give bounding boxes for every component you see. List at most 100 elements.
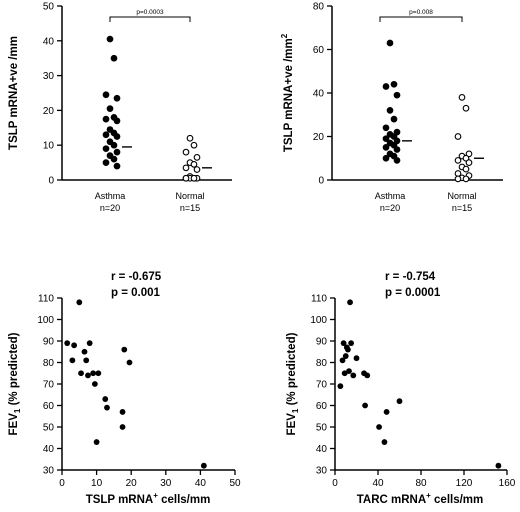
y-tick-label: 50: [43, 423, 55, 434]
correlation-p: p = 0.0001: [385, 287, 441, 299]
data-point: [121, 346, 128, 353]
y-tick-label: 110: [38, 294, 54, 305]
data-point: [348, 340, 355, 347]
data-point-normal: [190, 141, 198, 149]
category-label-normal: Normal: [447, 191, 476, 201]
category-label-normal: Normal: [175, 191, 204, 201]
y-axis-label-main: FEV: [8, 413, 20, 436]
data-point-asthma: [106, 35, 114, 43]
y-axis-label-tail: (% predicted): [8, 332, 20, 408]
data-point-asthma: [390, 141, 398, 149]
data-point-normal: [458, 93, 466, 101]
x-tick-label: 80: [415, 478, 427, 489]
data-point-normal: [462, 165, 470, 173]
data-point: [104, 404, 110, 411]
x-tick-label: 160: [499, 478, 516, 489]
data-point-asthma: [382, 83, 390, 90]
data-point-normal: [193, 166, 201, 173]
x-axis-label-tail: cells/mm: [431, 494, 483, 506]
y-axis-label-subscript: 1: [291, 408, 300, 413]
data-point-asthma: [110, 141, 118, 149]
y-tick-label: 10: [43, 141, 55, 152]
data-point-asthma: [390, 115, 398, 123]
x-axis-label-tail: cells/mm: [158, 494, 210, 506]
category-n-asthma: n=20: [100, 203, 120, 213]
y-tick-label: 30: [43, 466, 55, 477]
y-tick-label: 80: [43, 358, 55, 369]
y-tick-label: 40: [43, 444, 55, 455]
data-point-asthma: [102, 159, 110, 166]
y-axis-label-main: TSLP mRNA+ve /mm: [283, 38, 295, 152]
data-point-normal: [182, 164, 190, 172]
x-tick-label: 10: [91, 478, 103, 489]
data-point-asthma: [110, 155, 118, 163]
data-point-normal: [193, 154, 201, 161]
data-point-asthma: [113, 148, 121, 156]
y-tick-label: 80: [316, 358, 328, 369]
y-tick-label: 60: [313, 45, 325, 56]
data-point: [342, 353, 349, 359]
data-point-normal: [182, 148, 190, 156]
y-tick-label: 60: [43, 401, 55, 412]
x-tick-label: 40: [195, 478, 207, 489]
data-point-asthma: [390, 80, 398, 88]
data-point: [337, 383, 344, 390]
data-point: [376, 424, 382, 430]
data-point: [78, 370, 84, 377]
data-point: [69, 357, 76, 364]
data-point: [95, 370, 102, 377]
y-tick-label: 90: [316, 337, 328, 348]
data-point-asthma: [386, 39, 394, 47]
data-point: [64, 340, 71, 347]
y-tick-label: 30: [43, 71, 55, 82]
y-tick-label: 40: [313, 89, 325, 100]
data-point-asthma: [106, 105, 114, 113]
data-point: [396, 398, 403, 405]
y-axis-label-tail: (% predicted): [286, 332, 298, 408]
category-n-asthma: n=20: [380, 203, 400, 213]
data-point-asthma: [113, 117, 121, 125]
category-n-normal: n=15: [452, 203, 472, 213]
y-axis-label: TSLP mRNA+ve /mm: [8, 36, 20, 150]
correlation-p: p = 0.001: [111, 287, 161, 299]
panel-fev1-vs-tslp: 30 40 50 60 70 80 90 100 110 0 10 20 30 40 50 r = -0.…: [8, 271, 241, 506]
data-point: [383, 409, 390, 415]
data-point: [362, 402, 368, 409]
y-tick-label: 0: [318, 176, 324, 187]
significance-bracket: p=0.0003: [109, 9, 191, 22]
y-axis-label: FEV1 (% predicted): [286, 332, 300, 435]
data-point: [341, 370, 348, 377]
data-point: [495, 462, 502, 469]
data-point-normal: [182, 174, 190, 182]
data-point: [119, 409, 126, 415]
y-tick-label: 100: [37, 315, 54, 326]
data-point-normal: [462, 104, 470, 112]
data-point: [200, 462, 207, 469]
x-tick-label: 0: [59, 478, 65, 489]
data-point: [340, 340, 347, 347]
data-point-normal: [465, 150, 473, 158]
data-point: [86, 340, 93, 347]
y-tick-label: 30: [316, 466, 328, 477]
panel-tslp-per-mm: 0 10 20 30 40 50 TSLP mRNA+ve /mm p=0.0003 As…: [8, 2, 232, 213]
y-tick-label: 40: [316, 444, 328, 455]
significance-bracket: p=0.008: [379, 9, 463, 22]
category-label-asthma: Asthma: [95, 191, 126, 201]
data-point-asthma: [386, 107, 394, 114]
y-tick-label: 20: [313, 132, 325, 143]
x-axis-label-main: TSLP mRNA: [86, 494, 154, 506]
x-tick-label: 120: [456, 478, 473, 489]
data-point-asthma: [113, 94, 121, 102]
data-point-asthma: [113, 133, 121, 140]
y-axis-label-subscript: 1: [13, 408, 22, 413]
category-label-asthma: Asthma: [375, 191, 406, 201]
data-point-normal: [454, 175, 462, 183]
data-point-asthma: [102, 91, 110, 99]
data-point-asthma: [113, 162, 121, 170]
data-point: [93, 439, 100, 445]
data-point: [119, 424, 126, 430]
data-point-normal: [454, 133, 462, 140]
data-point-asthma: [390, 152, 398, 160]
y-axis-label-main: FEV: [286, 413, 298, 436]
data-point-normal: [186, 134, 194, 142]
